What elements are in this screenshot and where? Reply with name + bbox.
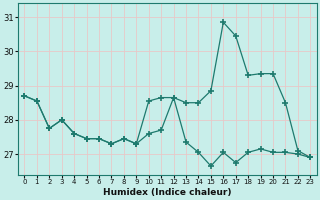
X-axis label: Humidex (Indice chaleur): Humidex (Indice chaleur) <box>103 188 232 197</box>
